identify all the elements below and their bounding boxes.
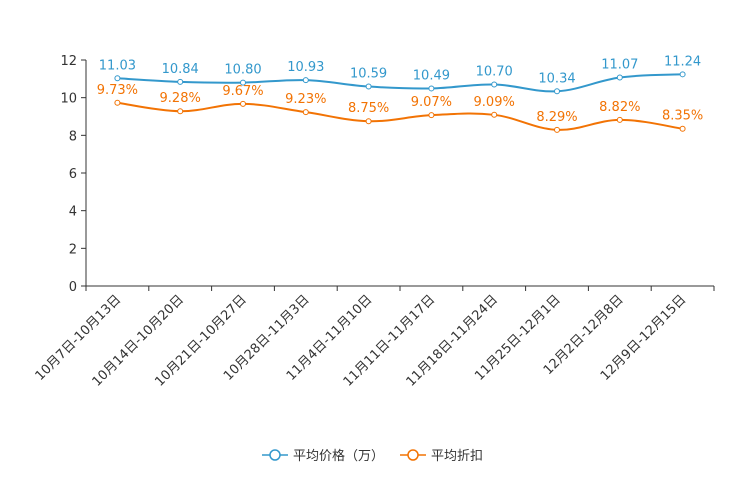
x-ticks: 10月7日-10月13日10月14日-10月20日10月21日-10月27日10…: [33, 286, 715, 390]
data-point[interactable]: [616, 74, 623, 81]
y-tick-label: 2: [69, 242, 77, 257]
y-tick-label: 12: [60, 54, 77, 69]
data-point[interactable]: [679, 125, 686, 132]
y-tick-label: 6: [69, 167, 77, 182]
legend-label: 平均价格（万）: [293, 448, 384, 464]
data-label: 10.49: [413, 68, 450, 83]
data-label: 8.82%: [599, 100, 640, 115]
data-label: 9.23%: [285, 92, 326, 107]
data-point[interactable]: [428, 85, 435, 92]
data-point[interactable]: [491, 111, 498, 118]
y-tick-label: 10: [60, 92, 77, 107]
data-label: 8.75%: [348, 101, 389, 116]
series-line: [117, 101, 683, 131]
data-label: 10.34: [538, 71, 575, 86]
series-1: 11.03 10.84 10.80 10.93 10.59 10.49 10.70 10.34…: [99, 54, 701, 95]
legend-label: 平均折扣: [431, 449, 483, 464]
data-point[interactable]: [114, 99, 121, 106]
legend-marker: [269, 449, 281, 461]
data-label: 9.07%: [411, 95, 452, 110]
series-layer: 11.03 10.84 10.80 10.93 10.59 10.49 10.70 10.34…: [97, 54, 703, 133]
data-label: 10.70: [476, 64, 513, 79]
y-tick-label: 8: [69, 129, 77, 144]
data-point[interactable]: [365, 83, 372, 90]
data-label: 9.28%: [160, 91, 201, 106]
data-label: 10.84: [162, 62, 199, 77]
data-point[interactable]: [428, 112, 435, 119]
data-point[interactable]: [365, 118, 372, 125]
data-point[interactable]: [491, 81, 498, 88]
legend-item-2[interactable]: 平均折扣: [400, 449, 483, 464]
data-label: 11.03: [99, 58, 136, 73]
data-point[interactable]: [302, 77, 309, 84]
data-point[interactable]: [616, 116, 623, 123]
data-label: 8.29%: [536, 110, 577, 125]
series-2: 9.73% 9.28% 9.67% 9.23% 8.75% 9.07% 9.09% 8.29%…: [97, 83, 703, 133]
y-tick-label: 0: [69, 280, 77, 295]
legend-item-1[interactable]: 平均价格（万）: [262, 448, 384, 464]
data-label: 10.93: [287, 60, 324, 75]
data-label: 11.07: [601, 58, 638, 73]
data-point[interactable]: [177, 108, 184, 115]
data-label: 9.67%: [222, 84, 263, 99]
data-point[interactable]: [679, 71, 686, 78]
data-label: 10.59: [350, 67, 387, 82]
data-point[interactable]: [554, 126, 560, 133]
data-label: 10.80: [224, 63, 261, 78]
y-ticks: 0 2 4 6 8 10 12: [60, 54, 86, 295]
data-label: 9.73%: [97, 83, 138, 98]
series-line: [117, 73, 683, 93]
data-point[interactable]: [302, 109, 309, 116]
data-point[interactable]: [240, 79, 246, 86]
data-label: 9.09%: [474, 95, 515, 110]
data-point[interactable]: [177, 78, 184, 85]
data-label: 11.24: [664, 54, 701, 69]
data-point[interactable]: [240, 100, 246, 107]
y-tick-label: 4: [69, 205, 77, 220]
legend: 平均价格（万） 平均折扣: [262, 448, 483, 464]
data-point[interactable]: [114, 75, 121, 82]
legend-marker: [407, 449, 419, 461]
data-point[interactable]: [554, 88, 560, 95]
data-label: 8.35%: [662, 109, 703, 124]
